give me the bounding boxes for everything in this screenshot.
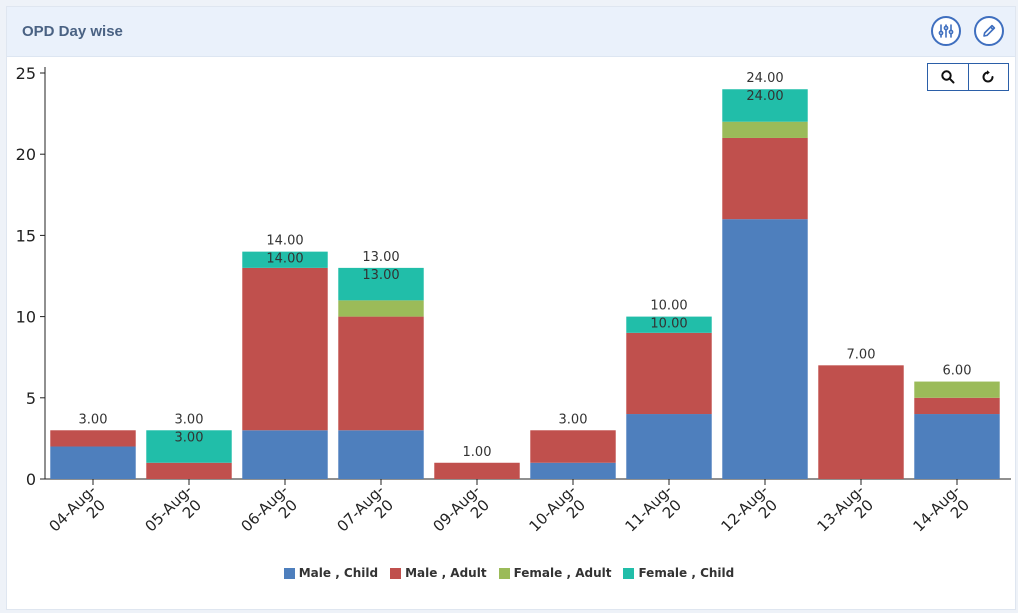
x-tick-label: 12-Aug-20 (717, 481, 781, 535)
refresh-icon (982, 70, 994, 83)
x-tick-label: 06-Aug-20 (237, 481, 301, 535)
x-tick-label: 04-Aug-20 (45, 481, 109, 535)
x-tick-label: 07-Aug-20 (333, 481, 397, 535)
bar-segment (914, 414, 1000, 479)
total-data-label: 6.00 (943, 364, 972, 379)
bar-segment (530, 462, 616, 479)
total-data-label: 1.00 (463, 445, 492, 460)
bar-segment (50, 430, 136, 447)
y-tick-label: 25 (16, 64, 36, 83)
chart-legend: Male , Child Male , Adult Female , Adult Fe… (0, 566, 1018, 580)
x-tick-label: 14-Aug-20 (909, 481, 973, 535)
sliders-icon (938, 24, 954, 38)
bar-segment (242, 267, 328, 431)
card-title: OPD Day wise (22, 23, 123, 40)
legend-item[interactable]: Male , Adult (390, 566, 487, 580)
y-tick-label: 20 (16, 145, 36, 164)
bar-segment (722, 89, 808, 122)
chart-card: OPD Day wise 0 5 10 15 20 25 3.00 04-Aug- 20 3.00… (6, 6, 1016, 610)
legend-label: Male , Adult (405, 566, 487, 580)
total-data-label: 3.00 (175, 412, 204, 427)
x-tick-label: 09-Aug-20 (429, 481, 493, 535)
bar-segment (530, 430, 616, 463)
total-data-label: 7.00 (847, 347, 876, 362)
bar-segment (338, 267, 424, 301)
bar-segment (626, 332, 712, 415)
bar-segment (338, 430, 424, 479)
total-data-label: 3.00 (559, 412, 588, 427)
bar-segment (914, 397, 1000, 415)
bar-segment (146, 430, 232, 463)
card-header: OPD Day wise (7, 7, 1015, 57)
bar-segment (434, 462, 520, 479)
zoom-button[interactable] (928, 64, 968, 90)
y-tick-label: 15 (16, 226, 36, 245)
bar-segment (242, 430, 328, 479)
legend-swatch (498, 567, 510, 579)
reset-zoom-button[interactable] (967, 64, 1009, 90)
bar-segment (914, 381, 1000, 398)
legend-swatch (390, 567, 402, 579)
bar-segment (50, 446, 136, 479)
total-data-label: 13.00 (362, 250, 399, 265)
bar-segment (722, 219, 808, 479)
x-tick-label: 13-Aug-20 (813, 481, 877, 535)
bar-segment (338, 316, 424, 431)
x-tick-label: 10-Aug-20 (525, 481, 589, 535)
legend-item[interactable]: Female , Adult (498, 566, 612, 580)
stacked-bar-chart: 0 5 10 15 20 25 3.00 04-Aug-20 3.00 3.00 05-Aug-20… (16, 64, 1011, 535)
total-data-label: 24.00 (746, 71, 783, 86)
total-data-label: 14.00 (266, 234, 303, 249)
legend-label: Female , Child (638, 566, 735, 580)
filter-button[interactable] (931, 16, 961, 46)
bar-segment (722, 137, 808, 220)
inner-data-label: 10.00 (650, 317, 687, 332)
magnifier-icon (941, 70, 955, 84)
legend-label: Female , Adult (513, 566, 612, 580)
bar-segment (626, 316, 712, 333)
edit-button[interactable] (974, 16, 1004, 46)
legend-item[interactable]: Male , Child (283, 566, 379, 580)
chart-toolbar (927, 63, 1009, 91)
y-tick-label: 5 (26, 389, 36, 408)
bar-segment (626, 414, 712, 479)
inner-data-label: 13.00 (362, 268, 399, 283)
inner-data-label: 14.00 (266, 252, 303, 267)
y-tick-label: 10 (16, 308, 36, 327)
y-tick-label: 0 (26, 470, 36, 489)
total-data-label: 10.00 (650, 299, 687, 314)
bar-segment (818, 365, 904, 479)
legend-item[interactable]: Female , Child (623, 566, 734, 580)
total-data-label: 3.00 (79, 412, 108, 427)
bar-segment (722, 121, 808, 138)
pencil-icon (983, 24, 996, 37)
x-tick-label: 05-Aug-20 (141, 481, 205, 535)
bar-segment (338, 300, 424, 317)
legend-swatch (283, 567, 295, 579)
legend-label: Male , Child (298, 566, 379, 580)
x-tick-label: 11-Aug-20 (621, 481, 685, 535)
inner-data-label: 24.00 (746, 89, 783, 104)
bar-segment (146, 462, 232, 479)
bar-segment (242, 251, 328, 268)
inner-data-label: 3.00 (175, 430, 204, 445)
legend-swatch (623, 567, 635, 579)
